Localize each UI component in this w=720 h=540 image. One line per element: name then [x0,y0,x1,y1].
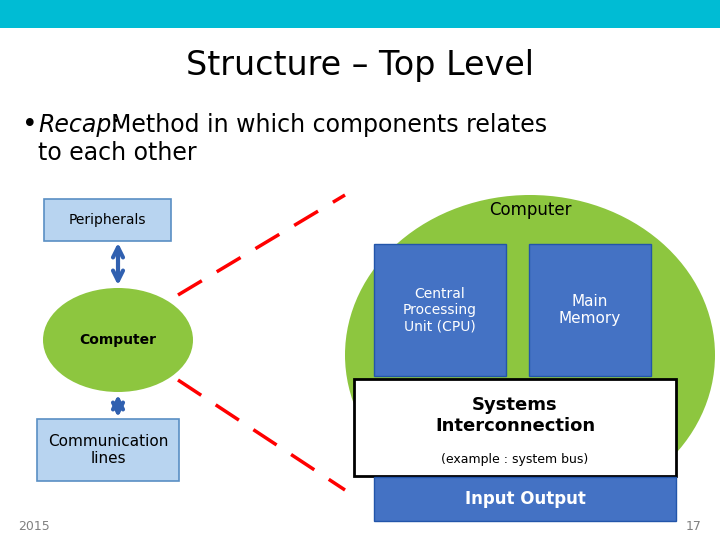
Text: Computer: Computer [489,201,571,219]
Text: •: • [22,112,37,138]
Text: Recap:: Recap: [38,113,120,137]
Text: (example : system bus): (example : system bus) [441,453,589,466]
Text: Communication
lines: Communication lines [48,434,168,466]
Text: Central
Processing
Unit (CPU): Central Processing Unit (CPU) [403,287,477,333]
Text: Peripherals: Peripherals [68,213,146,227]
Text: Systems
Interconnection: Systems Interconnection [435,396,595,435]
Ellipse shape [43,288,193,392]
FancyBboxPatch shape [37,419,179,481]
FancyBboxPatch shape [529,244,651,376]
Text: to each other: to each other [38,141,197,165]
Text: Structure – Top Level: Structure – Top Level [186,49,534,82]
FancyBboxPatch shape [374,244,506,376]
Text: 17: 17 [686,519,702,532]
Ellipse shape [345,195,715,515]
FancyBboxPatch shape [354,379,676,476]
Text: Method in which components relates: Method in which components relates [111,113,547,137]
Bar [0,0,720,28]
FancyBboxPatch shape [374,477,676,521]
Text: Input Output: Input Output [464,490,585,508]
Text: 2015: 2015 [18,519,50,532]
Text: Computer: Computer [79,333,156,347]
Text: Main
Memory: Main Memory [559,294,621,326]
FancyBboxPatch shape [44,199,171,241]
